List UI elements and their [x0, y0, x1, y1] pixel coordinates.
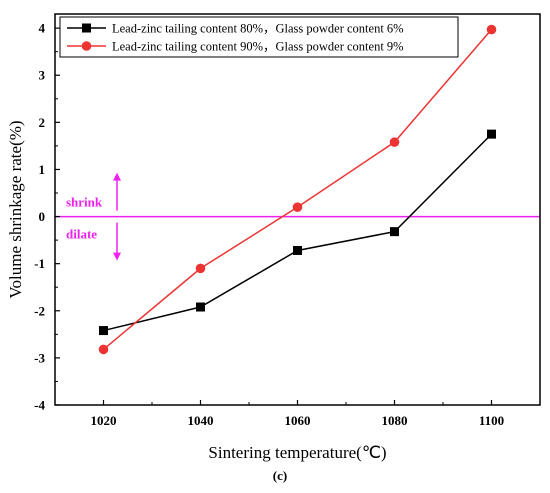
x-tick-label: 1020	[91, 413, 117, 428]
data-point-series-2	[389, 137, 400, 147]
legend-marker-2	[81, 41, 92, 51]
y-tick-label: 0	[39, 209, 46, 224]
dilate-arrow-head	[113, 252, 121, 261]
data-point-series-1	[487, 129, 496, 139]
y-tick-label: -3	[34, 350, 45, 365]
x-tick-label: 1080	[382, 413, 408, 428]
shrink-arrow-head	[113, 172, 121, 181]
series-line-2	[103, 29, 493, 350]
y-tick-label: -2	[34, 303, 45, 318]
y-tick-label: 4	[39, 21, 46, 36]
data-point-series-1	[390, 227, 399, 237]
y-tick-label: -1	[34, 256, 45, 271]
dilate-label: dilate	[66, 227, 97, 242]
data-point-series-2	[195, 263, 206, 274]
data-point-series-1	[99, 326, 108, 336]
data-point-series-2	[98, 344, 109, 355]
data-point-series-1	[196, 302, 205, 312]
y-axis-title: Volume shrinkage rate(%)	[6, 120, 25, 298]
figure-caption: (c)	[273, 468, 287, 483]
y-tick-label: 2	[39, 115, 46, 130]
y-tick-label: 1	[39, 162, 46, 177]
data-point-series-1	[293, 245, 302, 255]
x-tick-label: 1100	[479, 413, 504, 428]
legend-label-1: Lead-zinc tailing content 80%，Glass powd…	[112, 21, 404, 35]
legend-box	[59, 16, 459, 58]
x-axis-title: Sintering temperature(℃)	[208, 443, 386, 462]
x-tick-label: 1040	[188, 413, 214, 428]
x-tick-label: 1060	[285, 413, 311, 428]
data-point-series-2	[486, 24, 497, 35]
legend: Lead-zinc tailing content 80%，Glass powd…	[59, 16, 459, 58]
y-tick-label: -4	[34, 398, 45, 413]
direction-annotations: shrink dilate	[66, 172, 121, 261]
data-point-series-2	[292, 202, 303, 212]
shrink-label: shrink	[66, 195, 103, 210]
y-tick-label: 3	[39, 68, 46, 83]
legend-label-2: Lead-zinc tailing content 90%，Glass powd…	[112, 39, 404, 53]
legend-marker-1	[82, 23, 91, 33]
